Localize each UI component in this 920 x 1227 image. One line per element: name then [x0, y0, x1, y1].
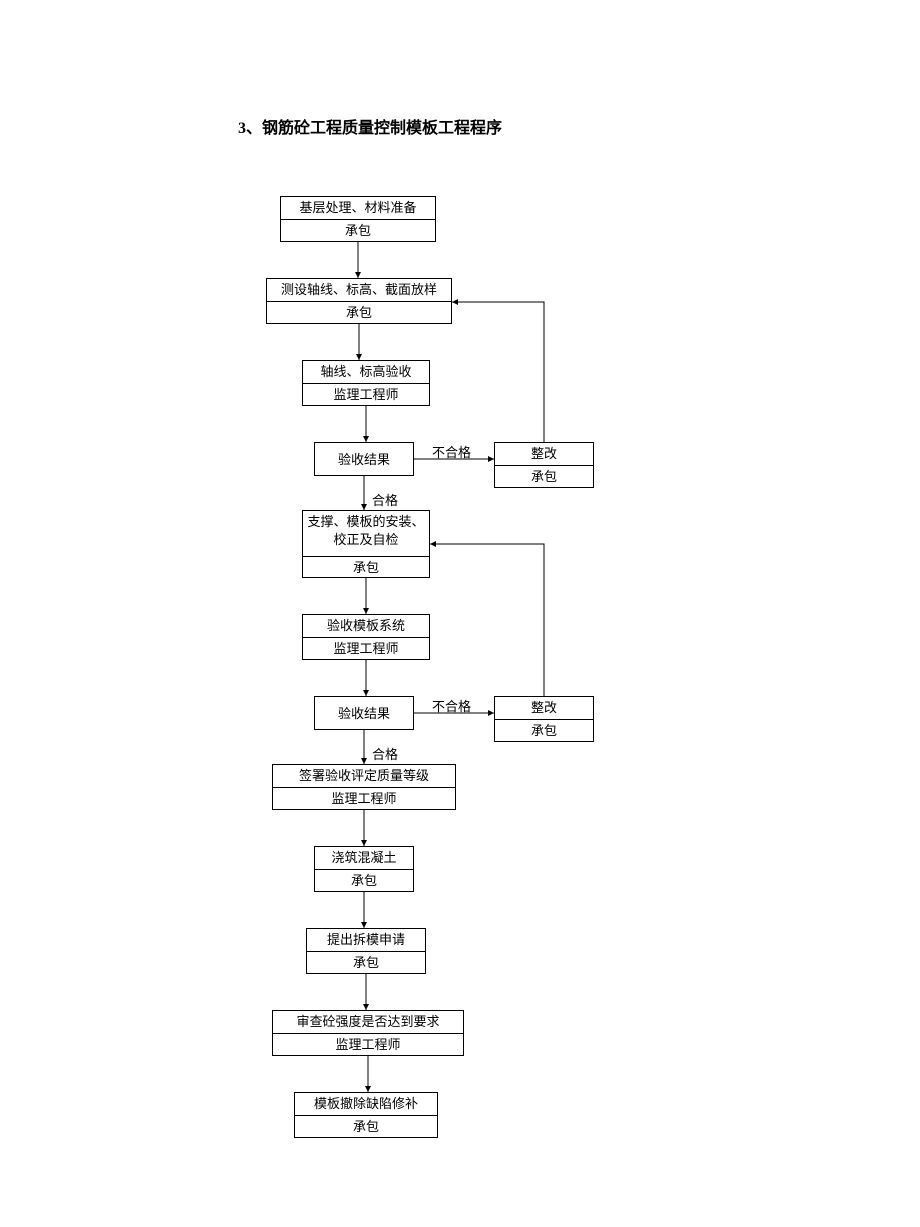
- flow-node-n11: 浇筑混凝土承包: [314, 846, 414, 892]
- node-text: 验收结果: [315, 697, 413, 731]
- page: 3、钢筋砼工程质量控制模板工程程序 基层处理、材料准备承包测设轴线、标高、截面放…: [0, 0, 920, 1227]
- node-top: 提出拆模申请: [307, 929, 425, 952]
- edge-label-pass2: 合格: [372, 744, 398, 763]
- node-bot: 承包: [295, 1116, 437, 1138]
- flow-node-n10: 签署验收评定质量等级监理工程师: [272, 764, 456, 810]
- flow-node-n4: 验收结果: [314, 442, 414, 476]
- flow-node-n12: 提出拆模申请承包: [306, 928, 426, 974]
- flow-node-n14: 模板撤除缺陷修补承包: [294, 1092, 438, 1138]
- edge-label-fail2: 不合格: [432, 696, 471, 715]
- node-bot: 承包: [495, 720, 593, 742]
- node-top: 测设轴线、标高、截面放样: [267, 279, 451, 302]
- node-top: 整改: [495, 443, 593, 466]
- edge-label-pass1: 合格: [372, 490, 398, 509]
- node-bot: 监理工程师: [303, 384, 429, 406]
- node-bot: 承包: [267, 302, 451, 324]
- node-bot: 监理工程师: [273, 788, 455, 810]
- node-top: 审查砼强度是否达到要求: [273, 1011, 463, 1034]
- section-title: 3、钢筋砼工程质量控制模板工程程序: [238, 114, 502, 138]
- node-bot: 承包: [307, 952, 425, 974]
- node-top: 浇筑混凝土: [315, 847, 413, 870]
- flow-node-n6: 支撑、模板的安装、校正及自检承包: [302, 510, 430, 578]
- node-bot: 承包: [315, 870, 413, 892]
- node-bot: 承包: [303, 557, 429, 579]
- edge-label-fail1: 不合格: [432, 442, 471, 461]
- node-top: 签署验收评定质量等级: [273, 765, 455, 788]
- flow-node-n3: 轴线、标高验收监理工程师: [302, 360, 430, 406]
- flow-node-n9: 整改承包: [494, 696, 594, 742]
- node-top: 整改: [495, 697, 593, 720]
- node-bot: 监理工程师: [303, 638, 429, 660]
- flow-node-n7: 验收模板系统监理工程师: [302, 614, 430, 660]
- flow-node-n8: 验收结果: [314, 696, 414, 730]
- node-bot: 承包: [495, 466, 593, 488]
- flow-node-n5: 整改承包: [494, 442, 594, 488]
- node-bot: 承包: [281, 220, 435, 242]
- node-top: 模板撤除缺陷修补: [295, 1093, 437, 1116]
- node-text: 验收结果: [315, 443, 413, 477]
- node-bot: 监理工程师: [273, 1034, 463, 1056]
- flow-node-n2: 测设轴线、标高、截面放样承包: [266, 278, 452, 324]
- flow-node-n1: 基层处理、材料准备承包: [280, 196, 436, 242]
- node-top: 基层处理、材料准备: [281, 197, 435, 220]
- node-top: 支撑、模板的安装、校正及自检: [303, 511, 429, 557]
- flow-node-n13: 审查砼强度是否达到要求监理工程师: [272, 1010, 464, 1056]
- node-top: 轴线、标高验收: [303, 361, 429, 384]
- node-top: 验收模板系统: [303, 615, 429, 638]
